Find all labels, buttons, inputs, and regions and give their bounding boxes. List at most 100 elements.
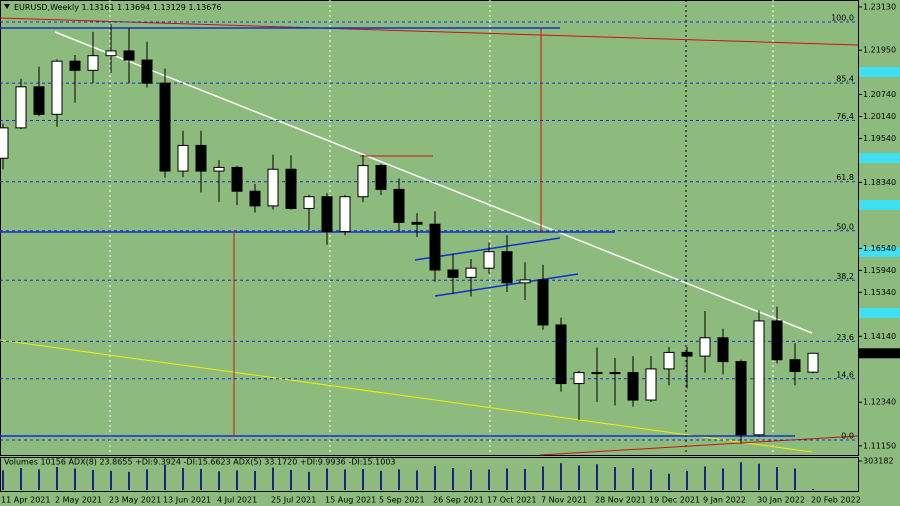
candle-body — [771, 320, 783, 361]
candle-body — [411, 221, 423, 225]
candle-body — [231, 166, 243, 192]
candle-body — [645, 368, 657, 401]
x-tick-label: 4 Jul 2021 — [217, 496, 257, 505]
fib-label: 85.4 — [836, 75, 854, 84]
y-tick-label: 1.23130 — [863, 2, 896, 11]
x-tick-label: 17 Oct 2021 — [487, 496, 536, 505]
candle-body — [699, 337, 711, 357]
candle-body — [357, 165, 369, 198]
candle-body — [555, 324, 567, 385]
y-tick-label: 1.16540 — [863, 244, 896, 253]
x-tick-label: 13 Jun 2021 — [163, 496, 211, 505]
y-tick-label: 1.14140 — [863, 332, 896, 341]
x-tick-label: 19 Dec 2021 — [649, 496, 700, 505]
current-price-tag — [859, 348, 900, 359]
candle-body — [537, 279, 549, 326]
candle-body — [447, 269, 459, 278]
price-tag — [859, 67, 900, 77]
candle-body — [519, 279, 531, 284]
price-tag — [859, 153, 900, 163]
fib-label: 38.2 — [836, 272, 854, 281]
indicator-label: Volumes 10156 ADX(8) 23.8655 +DI:9.3924 … — [4, 458, 396, 467]
trend-line — [0, 17, 859, 46]
candle-body — [591, 372, 603, 375]
candle-body — [753, 320, 765, 436]
fib-label: 100.0 — [831, 13, 854, 22]
y-tick-label: 1.18340 — [863, 178, 896, 187]
x-tick-label: 23 May 2021 — [109, 496, 161, 505]
high-price: 1.13694 — [117, 3, 150, 12]
candle-body — [483, 251, 495, 269]
fib-label: 61.8 — [836, 173, 854, 182]
close-price: 1.13676 — [188, 3, 221, 12]
x-tick-label: 11 Apr 2021 — [1, 496, 50, 505]
open-price: 1.13161 — [82, 3, 115, 12]
candle-body — [681, 351, 693, 357]
candle-body — [375, 165, 387, 190]
menu-icon — [4, 4, 10, 9]
current-price: 1.13676 — [861, 349, 894, 358]
candle-body — [285, 168, 297, 209]
y-tick-label: 1.20140 — [863, 112, 896, 121]
candle-body — [249, 190, 261, 207]
symbol: EURUSD,Weekly — [14, 3, 79, 12]
price-tags — [859, 67, 900, 318]
price-tag — [859, 308, 900, 318]
candle-body — [105, 50, 117, 57]
candle-body — [627, 372, 639, 401]
candle-body — [267, 168, 279, 207]
candle-body — [609, 372, 621, 375]
trend-line — [539, 435, 859, 456]
y-tick-label: 1.15340 — [863, 288, 896, 297]
fib-label: 23.6 — [836, 333, 854, 342]
x-tick-label: 9 Jan 2022 — [703, 496, 746, 505]
x-tick-label: 28 Nov 2021 — [595, 496, 646, 505]
candle-body — [195, 144, 207, 172]
candle-body — [321, 196, 333, 233]
candle-body — [159, 82, 171, 172]
x-tick-label: 20 Feb 2022 — [811, 496, 861, 505]
candle-body — [807, 352, 819, 373]
candle-body — [51, 60, 63, 115]
volume-frame — [0, 457, 859, 492]
chart-header: EURUSD,Weekly 1.13161 1.13694 1.13129 1.… — [14, 3, 222, 12]
candle-body — [717, 337, 729, 363]
candle-body — [15, 86, 27, 129]
candle-body — [177, 144, 189, 172]
x-tick-label: 26 Sep 2021 — [433, 496, 484, 505]
y-tick-label: 1.11150 — [863, 441, 896, 450]
price-tag — [859, 200, 900, 210]
candle-body — [789, 359, 801, 372]
candle-body — [465, 267, 477, 278]
x-tick-label: 25 Jul 2021 — [271, 496, 316, 505]
candle-body — [339, 196, 351, 233]
price-tag — [859, 247, 900, 257]
candle-body — [735, 361, 747, 436]
candle-body — [141, 59, 153, 84]
drawings — [0, 0, 859, 456]
candle-body — [573, 372, 585, 385]
candle-body — [663, 351, 675, 370]
candle-body — [123, 50, 135, 61]
x-tick-label: 7 Nov 2021 — [541, 496, 587, 505]
candle-body — [303, 196, 315, 209]
fib-label: 0.0 — [841, 431, 854, 440]
fib-label: 76.4 — [836, 112, 854, 121]
candle-body — [87, 55, 99, 71]
candle-body — [0, 127, 9, 159]
fib-label: 14.6 — [836, 370, 854, 379]
trend-line — [54, 31, 813, 334]
y-tick-label: 1.21950 — [863, 46, 896, 55]
candle-body — [429, 223, 441, 271]
candle-body — [33, 86, 45, 115]
y-tick-label: 1.12340 — [863, 398, 896, 407]
candle-body — [213, 166, 225, 172]
y-tick-label: 1.15940 — [863, 266, 896, 275]
candle-body — [501, 251, 513, 284]
main-frame — [0, 0, 859, 456]
candle-body — [393, 188, 405, 223]
trend-line — [0, 339, 813, 453]
